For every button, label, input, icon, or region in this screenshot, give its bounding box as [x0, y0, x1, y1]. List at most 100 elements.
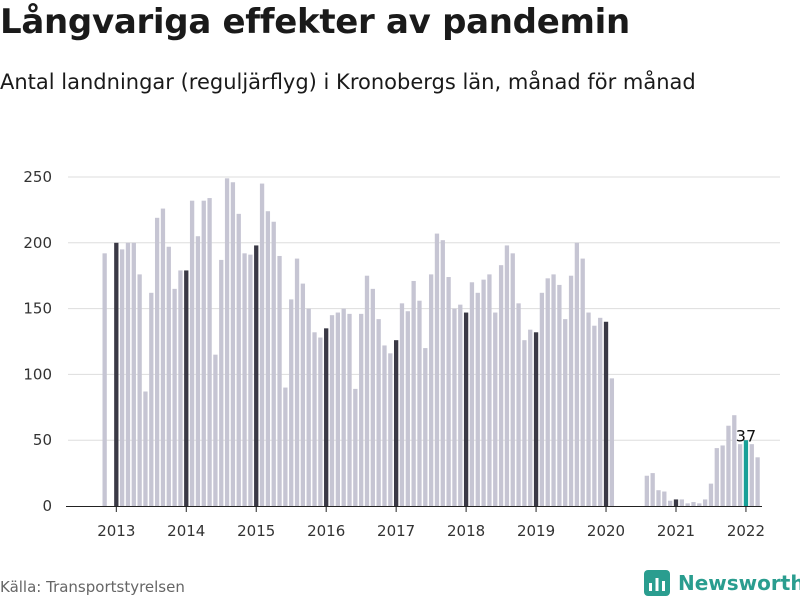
x-tick-label: 2018: [447, 522, 485, 540]
bar: [242, 253, 247, 506]
bar: [580, 258, 585, 506]
bar: [312, 332, 317, 506]
bar: [423, 348, 428, 506]
bar: [265, 211, 271, 506]
bar: [463, 312, 469, 506]
bar: [178, 270, 183, 506]
bar: [347, 313, 352, 506]
bar: [294, 258, 300, 506]
bar: [434, 233, 440, 506]
y-tick-label: 0: [42, 497, 52, 515]
bar: [720, 445, 725, 506]
bar: [259, 183, 265, 506]
chart-title: Långvariga effekter av pandemin: [0, 2, 630, 42]
bar: [574, 242, 580, 507]
bar: [714, 448, 719, 506]
bar: [685, 503, 690, 506]
data-label-latest: 37: [736, 426, 756, 445]
x-tick-label: 2016: [307, 522, 345, 540]
bar: [359, 313, 364, 506]
bar: [708, 483, 714, 506]
bar: [137, 274, 142, 506]
bar: [650, 473, 655, 506]
bar: [207, 198, 212, 506]
bar: [236, 213, 241, 506]
bar: [224, 178, 230, 506]
x-tick-label: 2015: [237, 522, 275, 540]
bar: [656, 490, 661, 506]
source-note: Källa: Transportstyrelsen: [0, 578, 185, 596]
logo-text: Newsworthy: [678, 571, 800, 595]
bar: [160, 208, 166, 506]
bar: [737, 444, 743, 506]
x-tick-label: 2017: [377, 522, 415, 540]
bar: [411, 280, 416, 506]
y-tick-label: 100: [23, 365, 52, 383]
bar: [586, 312, 591, 506]
bar: [563, 319, 568, 506]
bar: [213, 354, 218, 506]
bar: [481, 279, 486, 506]
bar: [306, 308, 311, 506]
bar: [143, 391, 148, 506]
bar: [195, 236, 201, 506]
bar: [679, 499, 684, 506]
bar: [353, 388, 358, 506]
bar: [329, 315, 335, 506]
bar: [300, 283, 306, 506]
bar: [102, 253, 107, 506]
bar: [504, 245, 510, 506]
bar: [487, 274, 492, 506]
bar: [533, 332, 539, 506]
bar: [446, 277, 451, 506]
bar: [394, 340, 399, 506]
bar: [662, 491, 667, 506]
bar: [516, 303, 521, 506]
x-tick-label: 2013: [97, 522, 135, 540]
bar: [475, 292, 480, 506]
bar: [755, 457, 760, 506]
bar: [131, 242, 136, 507]
y-tick-label: 50: [33, 431, 52, 449]
bar: [469, 282, 475, 506]
bar: [277, 255, 282, 506]
bar: [568, 275, 574, 506]
bar: [201, 200, 206, 506]
x-tick-label: 2019: [517, 522, 555, 540]
bar: [271, 221, 276, 506]
bar: [376, 319, 381, 506]
bar: [440, 240, 445, 507]
bar: [248, 254, 253, 506]
bar: [493, 312, 498, 506]
y-tick-label: 200: [23, 234, 52, 252]
bar: [551, 274, 556, 506]
bar: [557, 284, 562, 506]
bar: [452, 308, 457, 506]
bar: [172, 288, 177, 506]
bar: [592, 325, 597, 506]
bar: [417, 300, 422, 506]
bar: [726, 425, 731, 506]
bar: [230, 182, 236, 506]
bar: [428, 274, 434, 506]
bar: [522, 340, 527, 506]
bar: [289, 299, 294, 506]
bar: [644, 475, 649, 506]
bar: [749, 444, 754, 506]
newsworthy-logo-icon: [644, 570, 670, 596]
bar: [149, 292, 154, 506]
x-tick-label: 2014: [167, 522, 205, 540]
bar: [254, 245, 259, 506]
bar: [405, 311, 410, 506]
chart-subtitle: Antal landningar (reguljärflyg) i Kronob…: [0, 70, 696, 94]
bar: [603, 321, 609, 506]
y-tick-label: 250: [23, 168, 52, 186]
x-tick-label: 2021: [657, 522, 695, 540]
bar: [184, 270, 189, 506]
bar: [382, 345, 387, 506]
x-tick-label: 2022: [727, 522, 765, 540]
bar: [125, 242, 131, 507]
bar-chart: 0 50 100 150 200 250 2013 2014 2015 2016 2017 2018 2…: [23, 168, 780, 540]
bar: [609, 378, 615, 506]
bar: [283, 387, 288, 506]
